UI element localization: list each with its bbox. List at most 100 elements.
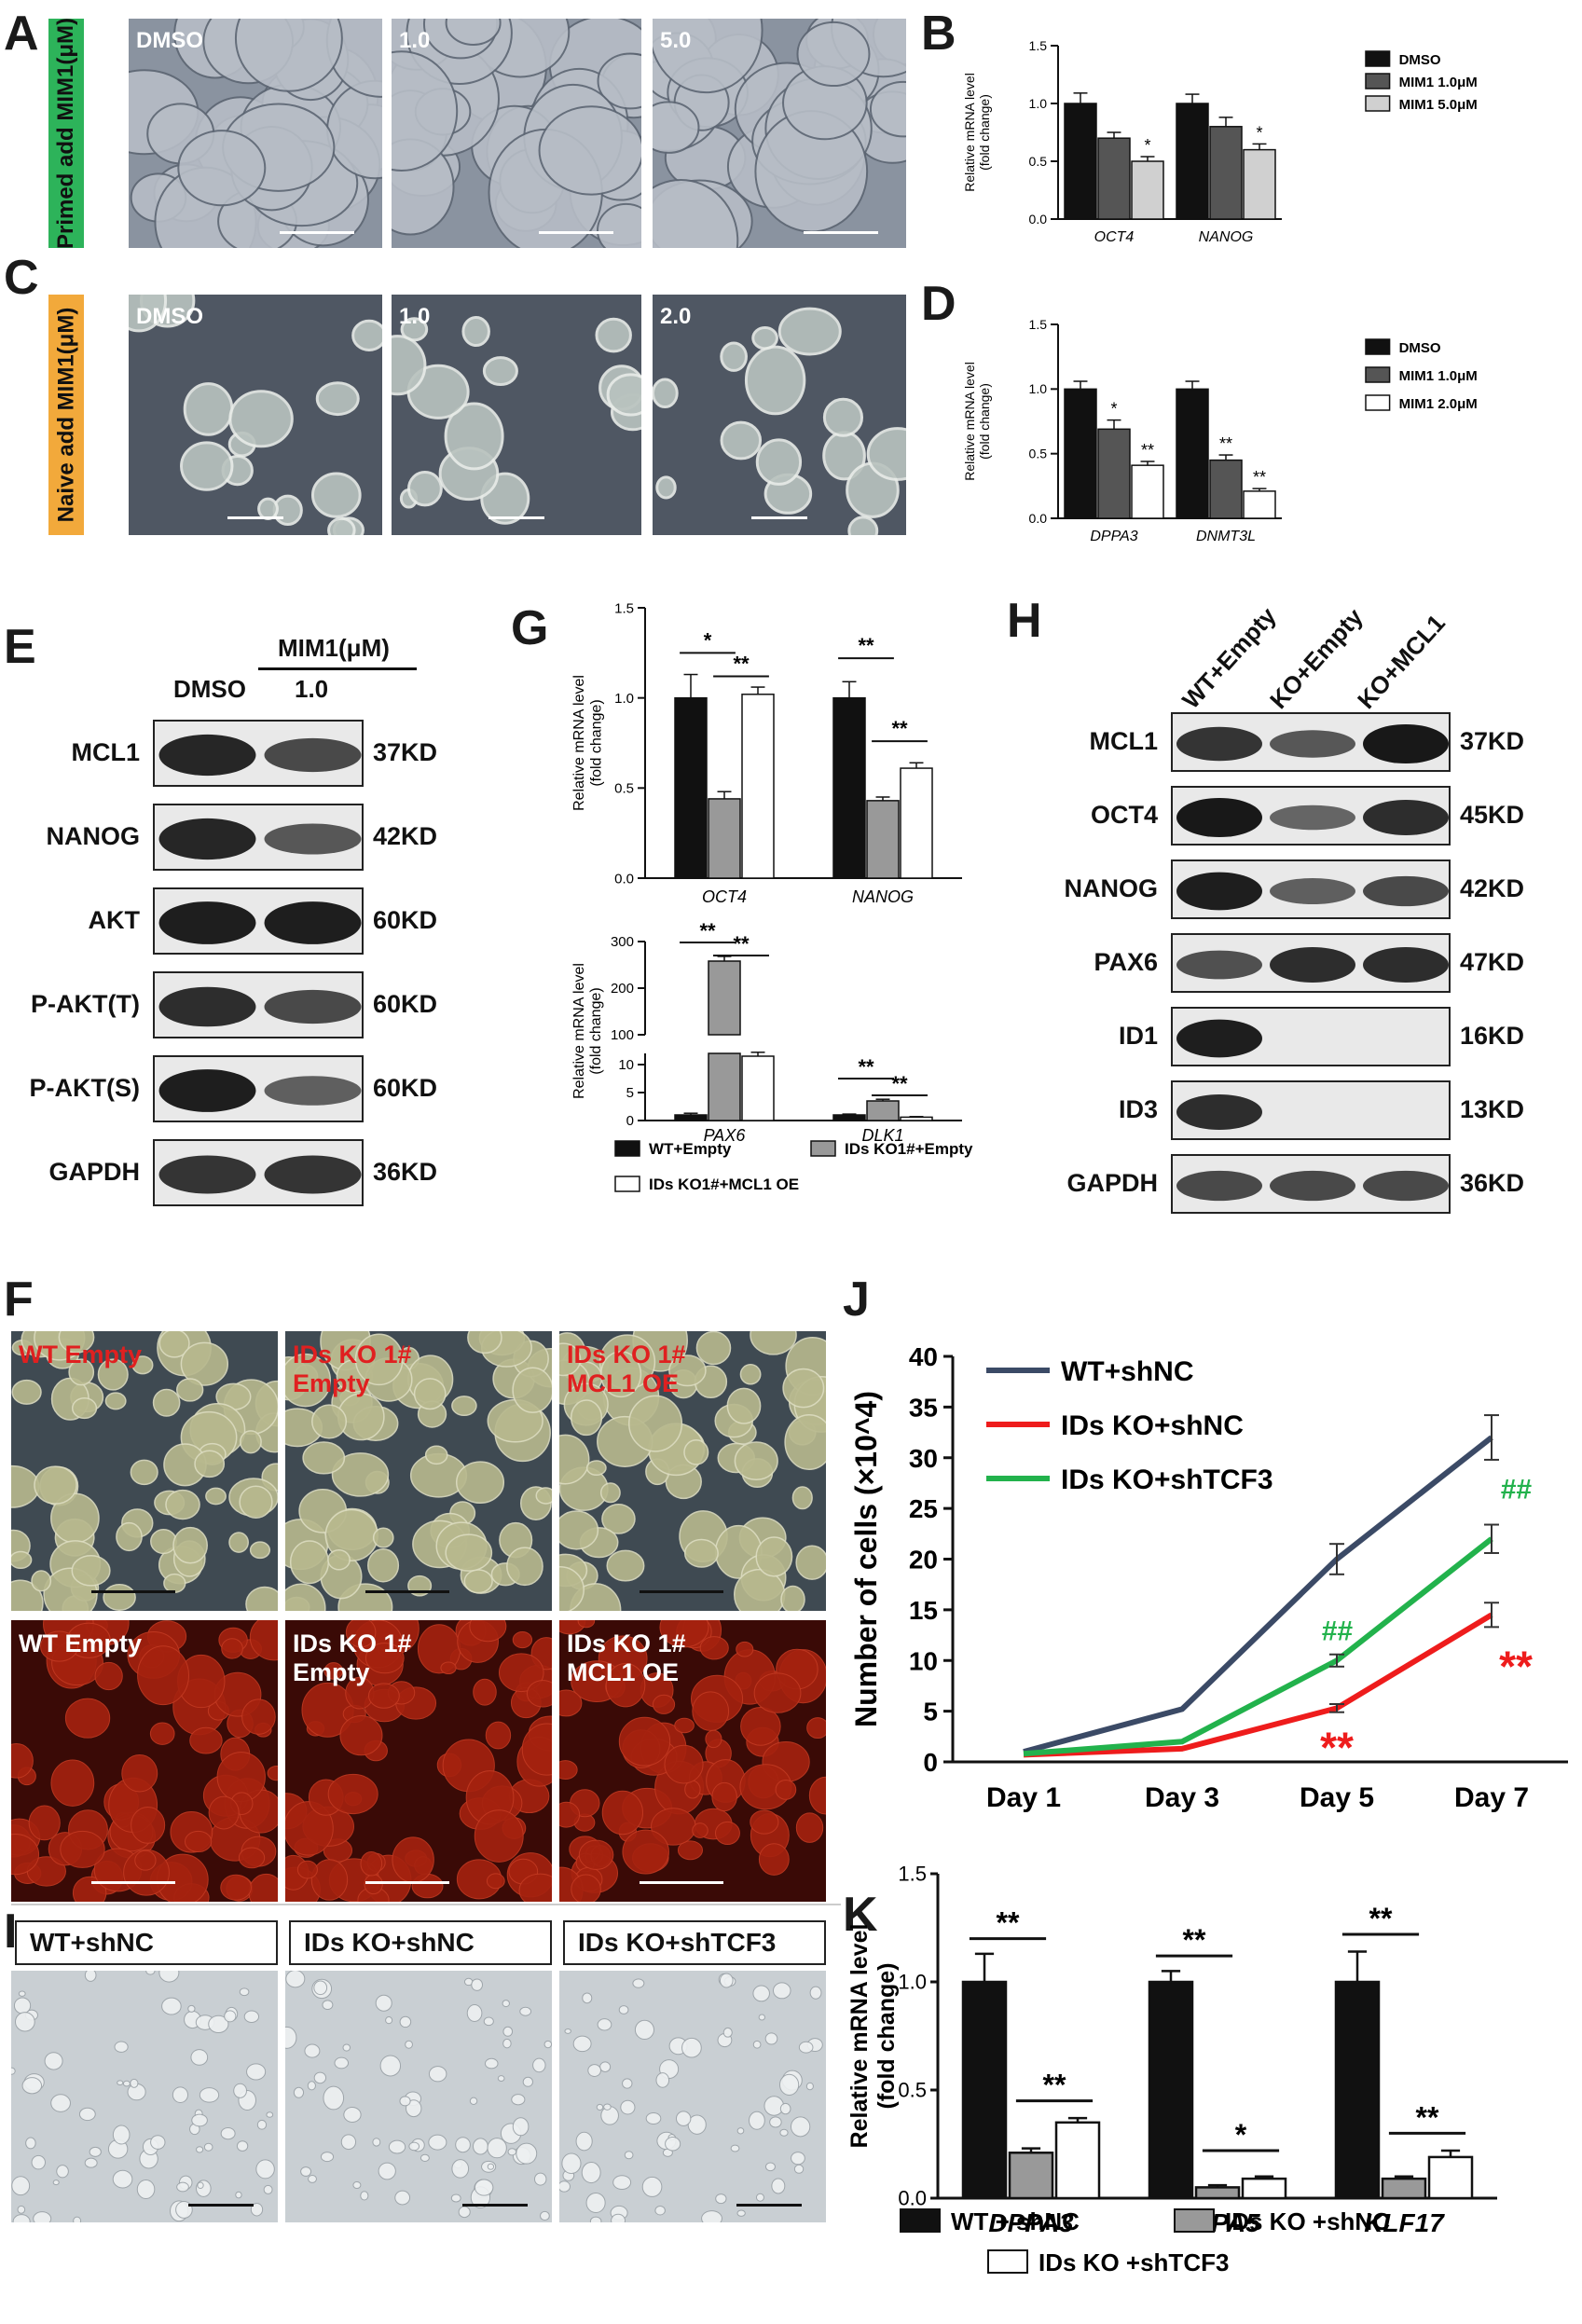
cell-blob (559, 1760, 578, 1780)
cell-blob (320, 2152, 335, 2163)
bar (1097, 428, 1131, 519)
cell-blob (645, 2112, 662, 2125)
i-image-1 (11, 1971, 278, 2222)
y-tick-label: 1.5 (1029, 317, 1048, 332)
blot-band (1176, 726, 1262, 762)
primed-image-3: 5.0 (653, 19, 906, 248)
y-tick-label: 0.0 (1029, 212, 1048, 227)
cell-blob (782, 1368, 825, 1409)
y-axis-label: (fold change) (977, 94, 992, 171)
y-tick-label: 0 (626, 1113, 634, 1129)
cell-blob (764, 2162, 776, 2172)
cell-blob (692, 1691, 730, 1731)
cell-blob (205, 1487, 227, 1506)
cell-blob (559, 1510, 599, 1550)
cell-blob (775, 1780, 797, 1800)
cell-blob (302, 1441, 346, 1475)
cell-blob (764, 2032, 778, 2045)
legend-swatch (1365, 394, 1391, 411)
cell-blob (243, 2010, 260, 2023)
panel-label-j: J (843, 1272, 870, 1327)
cell-blob (719, 1973, 734, 1988)
cell-blob (392, 50, 459, 172)
chart-G-bottom: 100 200 300 0 5 10 Relative mRNA level (fold ch… (571, 919, 973, 1193)
cell-blob (701, 2210, 722, 2222)
cell-blob (112, 2125, 131, 2145)
cell-blob (176, 1378, 204, 1402)
y-axis-label: (fold change) (977, 383, 992, 460)
cell-blob (240, 1430, 262, 1454)
significance-mark: ** (733, 652, 750, 675)
cell-blob (150, 1529, 177, 1555)
blot-row-label: NANOG (46, 822, 141, 850)
significance-mark: ** (699, 919, 716, 942)
cell-blob (659, 1620, 709, 1648)
cell-blob (677, 1840, 704, 1861)
cell-blob (620, 2099, 636, 2115)
bar (1334, 1980, 1381, 2200)
blot-strip (1171, 933, 1451, 993)
cell-blob (736, 2127, 745, 2135)
cell-blob (228, 1532, 249, 1553)
cell-blob (334, 2056, 350, 2070)
blot-band (158, 986, 256, 1027)
y-axis-label: Number of cells (×10^4) (849, 1391, 883, 1727)
cell-blob (512, 1367, 552, 1413)
cell-blob (323, 2085, 345, 2111)
blot-band (264, 1076, 362, 1106)
cell-blob (675, 2111, 692, 2126)
legend-label: IDs KO +shNC (1225, 2207, 1390, 2235)
cell-blob (263, 2184, 273, 2194)
blot-band (1363, 1170, 1449, 1202)
f-brightfield-1: WT Empty (11, 1331, 278, 1611)
cell-blob (351, 319, 382, 351)
blot-row-label: MCL1 (71, 738, 141, 766)
chart-d: 0.0 0.5 1.0 1.5 Relative mRNA level (fold cha… (962, 317, 1478, 544)
cell-blob (519, 2006, 532, 2016)
cell-blob (559, 1801, 581, 1828)
cell-blob (249, 1541, 271, 1560)
cell-blob (771, 2178, 786, 2194)
chart-D: 0.0 0.5 1.0 1.5 Relative mRNA level (fold cha… (962, 317, 1282, 544)
cell-blob (571, 1874, 601, 1902)
cell-blob (739, 1364, 762, 1385)
y-tick-label: 5 (923, 1698, 938, 1726)
legend-label: MIM1 1.0μM (1399, 368, 1478, 384)
significance-mark: * (1144, 136, 1150, 155)
cell-blob (11, 1550, 33, 1570)
f-image-label: IDs KO 1# MCL1 OE (567, 1630, 686, 1686)
cell-blob (354, 1333, 404, 1386)
cell-blob (596, 2103, 604, 2111)
cell-blob (806, 1717, 826, 1740)
cell-blob (246, 2063, 267, 2081)
cell-blob (197, 2181, 204, 2190)
cell-blob (378, 2162, 396, 2180)
cell-blob (406, 2099, 422, 2118)
blot-row-label: ID3 (1118, 1095, 1158, 1123)
cell-blob (714, 1821, 740, 1846)
cell-blob (683, 1439, 709, 1465)
panel-label-h: H (1007, 594, 1042, 648)
cell-blob (655, 2072, 670, 2088)
bar (741, 694, 775, 879)
legend-label: WT + shNC (951, 2207, 1080, 2235)
cell-blob (152, 1388, 181, 1417)
significance-mark: ** (1043, 2069, 1066, 2102)
blot-kd-label: 36KD (373, 1158, 438, 1186)
cell-blob (601, 1790, 644, 1836)
cell-blob (158, 1971, 180, 1983)
cell-blob (50, 2094, 71, 2112)
scale-bar (365, 1881, 449, 1884)
cell-blob (482, 356, 518, 387)
bar (832, 1114, 866, 1121)
bar (1209, 459, 1243, 519)
i-condition-label: WT+shNC (15, 1920, 278, 1965)
cell-blob (21, 2077, 43, 2095)
cell-blob (385, 2016, 393, 2025)
cell-blob (752, 1985, 770, 2002)
category-label: KLF17 (1364, 2208, 1445, 2237)
cell-blob (339, 1715, 383, 1756)
cell-blob (755, 2193, 764, 2202)
y-tick-label: 300 (611, 934, 634, 950)
e-lane-dmso: DMSO (173, 675, 246, 703)
